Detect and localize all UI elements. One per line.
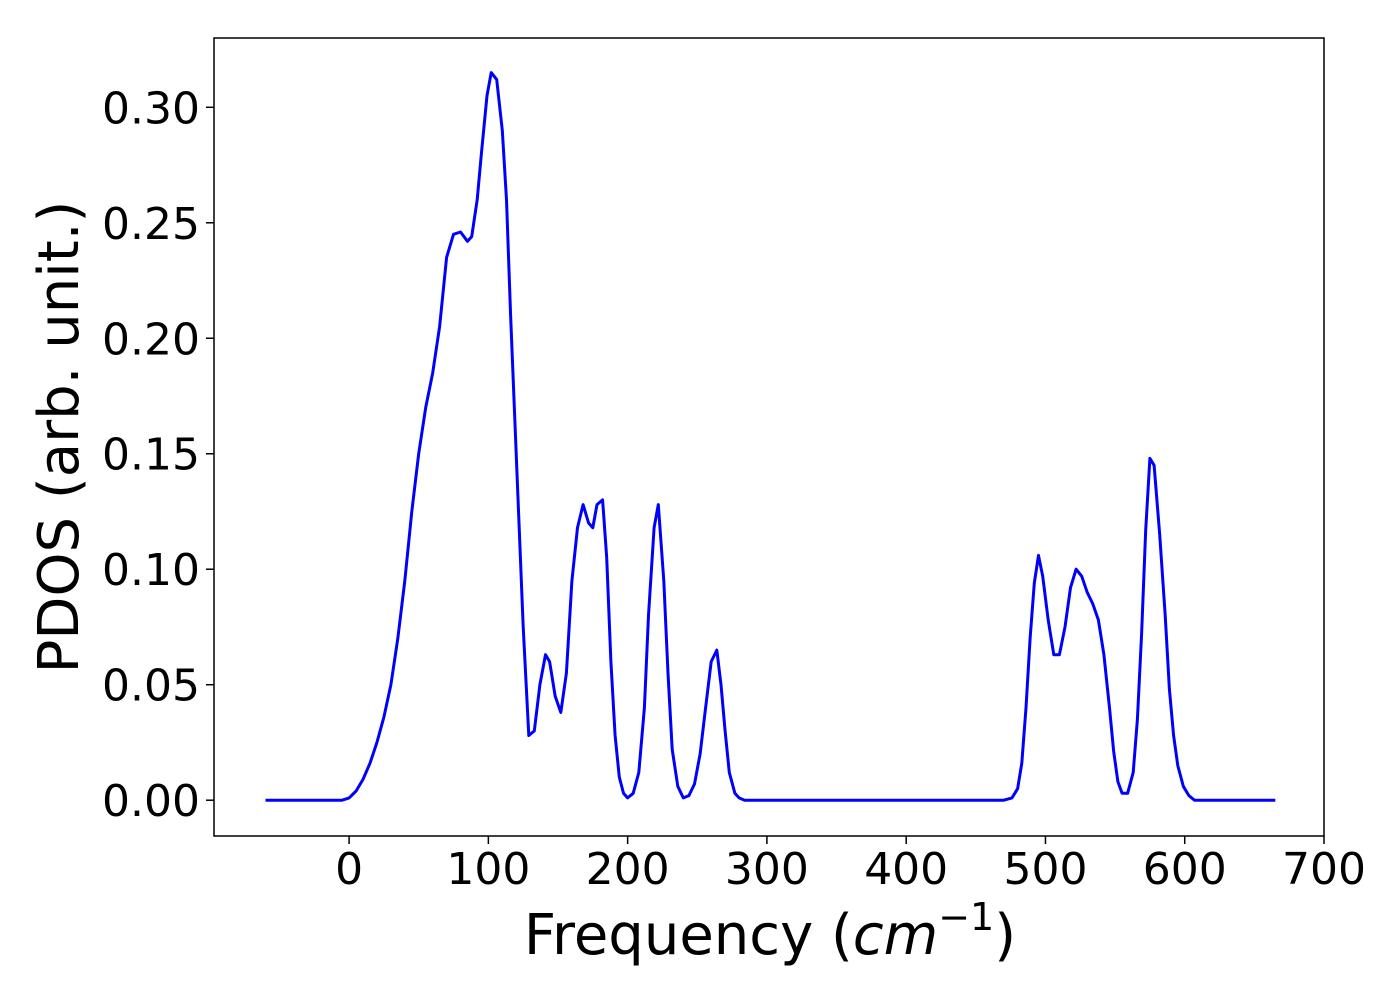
plot-layer xyxy=(265,71,1276,802)
x-tick-label: 100 xyxy=(446,844,530,895)
x-tick-label: 600 xyxy=(1143,844,1227,895)
x-tick-label: 300 xyxy=(725,844,809,895)
y-axis-title: PDOS (arb. unit.) xyxy=(27,201,92,674)
tick-layer: 0 100 200 300 400 500 600 700 0.00 0.05 0.10 0.15 0.… xyxy=(102,83,1366,895)
series-line-0 xyxy=(265,71,1276,802)
x-tick-label: 400 xyxy=(864,844,948,895)
x-axis-title: Frequency (cm−1) xyxy=(524,895,1016,968)
y-tick-label: 0.30 xyxy=(102,83,200,134)
y-tick-label: 0.10 xyxy=(102,545,200,596)
x-axis-title-math: cm xyxy=(853,903,938,968)
y-tick-label: 0.25 xyxy=(102,199,200,250)
x-tick-label: 200 xyxy=(586,844,670,895)
x-tick-label: 700 xyxy=(1282,844,1366,895)
x-tick-label: 500 xyxy=(1003,844,1087,895)
x-axis-title-text: Frequency ( xyxy=(524,903,853,968)
x-axis-title-close: ) xyxy=(994,903,1016,968)
y-tick-label: 0.15 xyxy=(102,430,200,481)
y-tick-label: 0.20 xyxy=(102,314,200,365)
y-tick-label: 0.05 xyxy=(102,661,200,712)
x-axis-title-exponent: −1 xyxy=(938,895,994,939)
x-tick-label: 0 xyxy=(335,844,363,895)
y-tick-label: 0.00 xyxy=(102,776,200,827)
plot-frame xyxy=(213,37,1325,837)
